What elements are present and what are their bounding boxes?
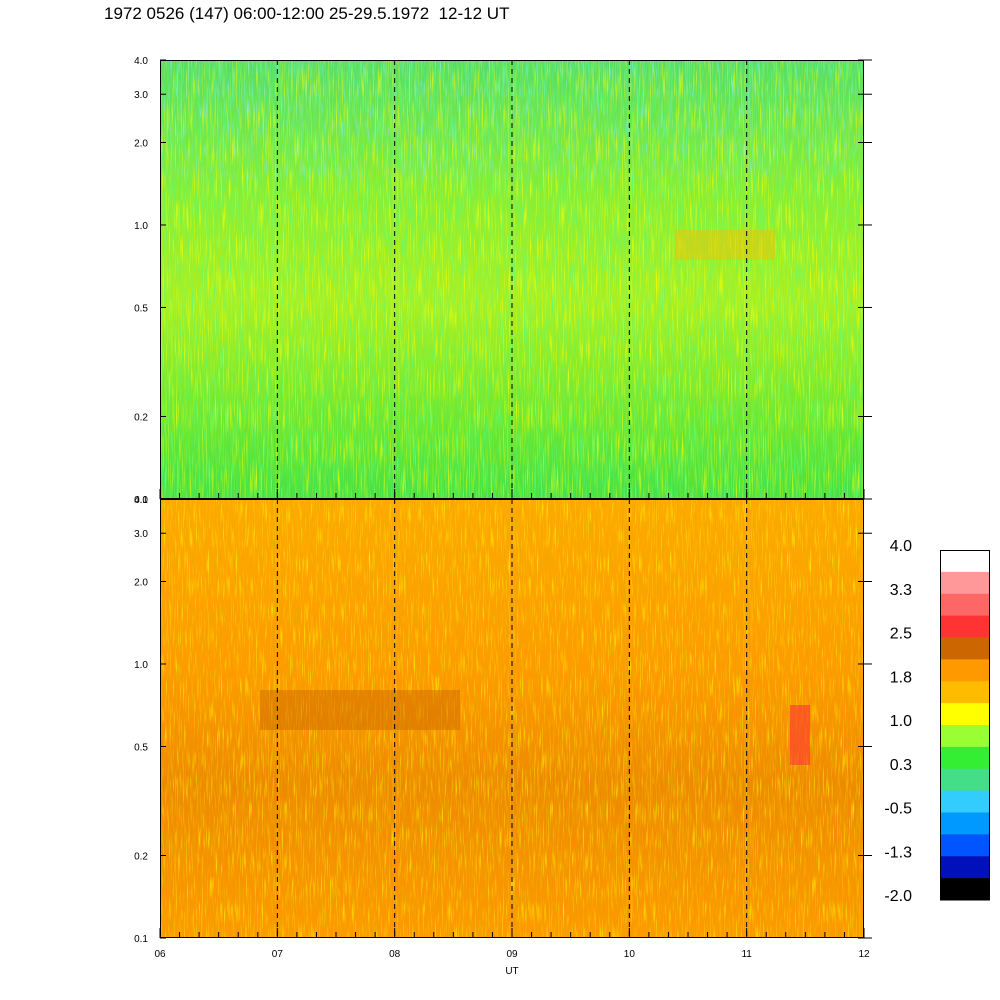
y-tick-label: 0.1 [134, 495, 148, 506]
colorbar-segment [940, 878, 990, 901]
y-tick-label: 3.0 [134, 529, 148, 540]
colorbar-segment [940, 571, 990, 595]
colorbar-segment [940, 768, 990, 792]
y-tick-label: 4.0 [134, 495, 148, 506]
y-tick-label: 0.1 [134, 934, 148, 945]
y-tick-label: 4.0 [134, 56, 148, 67]
x-tick-label: 12 [858, 949, 870, 960]
y-tick-label: 1.0 [134, 221, 148, 232]
x-tick-label: 10 [624, 949, 636, 960]
x-tick-label: 09 [506, 949, 518, 960]
colorbar-segment [940, 681, 990, 704]
x-tick-label: 06 [154, 949, 166, 960]
x-tick-label: 08 [389, 949, 401, 960]
colorbar-segment [940, 812, 990, 835]
x-axis-label: UT [505, 966, 518, 977]
colorbar-label: -2.0 [884, 888, 912, 905]
colorbar-segment [940, 746, 990, 770]
colorbar-label: 1.0 [890, 713, 912, 730]
colorbar-segment [940, 834, 990, 857]
y-tick-label: 0.2 [134, 852, 148, 863]
y-tick-label: 3.0 [134, 90, 148, 101]
colorbar-segment [940, 659, 990, 682]
colorbar-label: 1.8 [890, 669, 912, 686]
colorbar-frame [940, 550, 990, 900]
colorbar-label: 4.0 [890, 538, 912, 555]
colorbar-segment [940, 615, 990, 638]
colorbar-segment [940, 725, 990, 748]
y-tick-label: 2.0 [134, 138, 148, 149]
colorbar-segment [940, 856, 990, 879]
y-tick-label: 2.0 [134, 577, 148, 588]
colorbar-segment [940, 593, 990, 617]
colorbar-label: 2.5 [890, 626, 912, 643]
colorbar-segment [940, 637, 990, 660]
colorbar-segment [940, 703, 990, 726]
y-tick-label: 1.0 [134, 660, 148, 671]
colorbar-label: 3.3 [890, 582, 912, 599]
colorbar-segment [940, 790, 990, 813]
colorbar-label: 0.3 [890, 757, 912, 774]
colorbar-label: -0.5 [884, 801, 912, 818]
y-tick-label: 0.2 [134, 413, 148, 424]
colorbar-segment [940, 550, 990, 573]
plot-title: 1972 0526 (147) 06:00-12:00 25-29.5.1972… [104, 4, 510, 23]
x-tick-label: 07 [272, 949, 284, 960]
y-tick-label: 0.5 [134, 742, 148, 753]
colorbar: 4.0 3.3 2.5 1.8 1.0 0.3 -0.5 -1.3 -2.0 [884, 538, 990, 905]
colorbar-label: -1.3 [884, 844, 912, 861]
x-tick-label: 11 [741, 949, 752, 960]
y-tick-label: 0.5 [134, 303, 148, 314]
